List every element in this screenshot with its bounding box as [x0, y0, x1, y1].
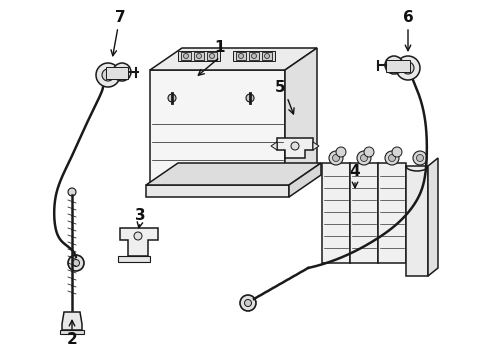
Circle shape [291, 142, 299, 150]
Text: 3: 3 [135, 207, 146, 222]
Circle shape [251, 54, 256, 58]
Bar [350, 163, 378, 263]
Circle shape [96, 63, 120, 87]
Circle shape [265, 54, 270, 58]
Bar [262, 52, 272, 60]
Circle shape [240, 295, 256, 311]
Bar [249, 52, 259, 60]
Polygon shape [146, 185, 289, 197]
Circle shape [389, 154, 395, 162]
Polygon shape [285, 48, 317, 185]
Circle shape [113, 63, 131, 81]
Circle shape [396, 56, 420, 80]
Polygon shape [120, 228, 158, 256]
Circle shape [357, 151, 371, 165]
Text: 5: 5 [275, 81, 285, 95]
Circle shape [361, 154, 368, 162]
Polygon shape [271, 142, 277, 150]
Circle shape [333, 154, 340, 162]
Text: 2: 2 [67, 333, 77, 347]
Circle shape [102, 69, 114, 81]
Circle shape [245, 300, 251, 306]
Circle shape [118, 68, 126, 76]
Bar [207, 52, 217, 60]
Text: 4: 4 [350, 165, 360, 180]
Polygon shape [313, 142, 319, 150]
Polygon shape [386, 60, 410, 72]
Circle shape [416, 154, 423, 162]
Bar [378, 163, 406, 263]
Circle shape [385, 56, 403, 74]
Circle shape [196, 54, 201, 58]
Circle shape [364, 147, 374, 157]
Text: 1: 1 [215, 40, 225, 55]
Circle shape [336, 147, 346, 157]
Bar [178, 51, 220, 61]
Text: 6: 6 [403, 10, 414, 26]
Polygon shape [277, 138, 313, 158]
Circle shape [134, 232, 142, 240]
Circle shape [239, 54, 244, 58]
Circle shape [68, 255, 84, 271]
Circle shape [390, 61, 398, 69]
Polygon shape [150, 48, 317, 70]
Circle shape [392, 147, 402, 157]
Polygon shape [106, 67, 128, 79]
Circle shape [329, 151, 343, 165]
Bar [322, 163, 350, 263]
Circle shape [68, 188, 76, 196]
Circle shape [246, 94, 254, 102]
Bar [181, 52, 191, 60]
Polygon shape [428, 158, 438, 276]
Polygon shape [289, 163, 321, 197]
Bar [236, 52, 246, 60]
Polygon shape [62, 312, 82, 330]
Polygon shape [60, 330, 84, 334]
Circle shape [385, 151, 399, 165]
Bar [233, 51, 275, 61]
Polygon shape [146, 163, 321, 185]
Circle shape [73, 260, 79, 266]
Bar [406, 166, 428, 276]
Circle shape [402, 62, 414, 74]
Circle shape [183, 54, 189, 58]
Bar [194, 52, 204, 60]
Polygon shape [118, 256, 150, 262]
Circle shape [210, 54, 215, 58]
Circle shape [413, 151, 427, 165]
Circle shape [168, 94, 176, 102]
Text: 7: 7 [115, 10, 125, 26]
Polygon shape [150, 70, 285, 185]
